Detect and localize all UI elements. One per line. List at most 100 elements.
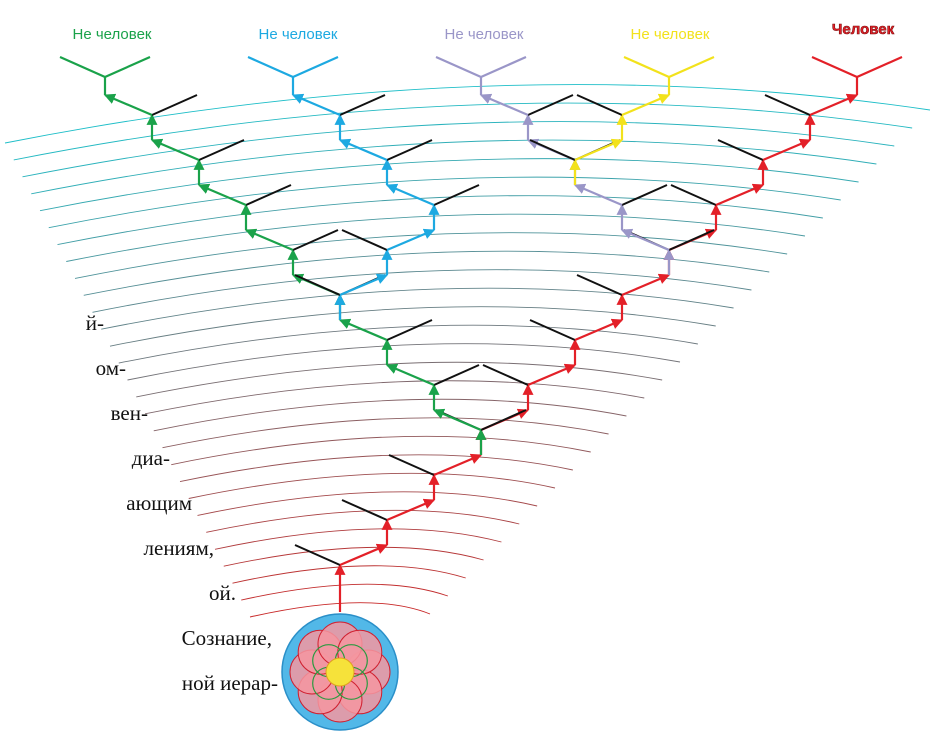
branch — [482, 364, 529, 386]
branch — [341, 229, 388, 251]
arc — [214, 528, 502, 550]
edge — [574, 318, 624, 342]
edge — [809, 93, 859, 117]
branch — [294, 544, 341, 566]
branch — [527, 94, 574, 116]
edge — [480, 55, 527, 79]
edge — [338, 138, 388, 162]
arc — [109, 306, 716, 347]
edge — [435, 55, 482, 79]
edge — [386, 228, 436, 252]
arc — [162, 417, 609, 449]
branch — [294, 274, 341, 296]
arc — [74, 232, 788, 279]
edge — [338, 318, 388, 342]
branch — [386, 139, 433, 161]
branch — [576, 274, 623, 296]
arc — [83, 250, 770, 296]
branch — [480, 409, 527, 431]
edge — [385, 183, 435, 207]
edge — [244, 228, 294, 252]
label: Человек — [832, 21, 895, 38]
branch — [386, 319, 433, 341]
edge — [386, 498, 436, 522]
arc — [223, 546, 484, 567]
edge — [621, 273, 671, 297]
edge — [247, 55, 294, 79]
text-line: Сознание, — [182, 626, 272, 650]
arc — [197, 491, 538, 516]
branch — [292, 229, 339, 251]
arc — [48, 176, 841, 229]
arc — [232, 565, 466, 584]
edge — [479, 93, 529, 117]
arc — [66, 213, 806, 262]
arc — [31, 139, 877, 195]
arc — [101, 287, 734, 330]
body-text: й- ом- вен- диа- ающим лениям, ой. Созна… — [86, 311, 278, 695]
paths — [59, 55, 903, 612]
branch — [198, 139, 245, 161]
arc — [188, 472, 556, 499]
edge — [762, 138, 812, 162]
flower — [281, 613, 399, 731]
text-line: й- — [86, 311, 104, 335]
edge — [292, 55, 339, 79]
arc — [118, 324, 698, 364]
text-line: ной иерар- — [182, 671, 278, 695]
edge — [715, 183, 765, 207]
arc — [179, 454, 573, 483]
branch — [529, 139, 576, 161]
arc — [249, 602, 431, 618]
label: Не человек — [73, 26, 152, 43]
branch — [670, 184, 717, 206]
text-line: диа- — [132, 446, 170, 470]
edge — [620, 228, 670, 252]
branch — [245, 184, 292, 206]
branch — [341, 499, 388, 521]
branch — [576, 94, 623, 116]
branch — [668, 229, 715, 251]
edge — [621, 93, 671, 117]
label: Не человек — [445, 26, 524, 43]
branch — [529, 319, 576, 341]
arc — [241, 583, 449, 601]
edge — [856, 55, 903, 79]
arc — [144, 380, 645, 415]
label: Не человек — [631, 26, 710, 43]
branch — [621, 184, 668, 206]
text-line: ом- — [96, 356, 126, 380]
edge — [573, 183, 623, 207]
edge — [197, 183, 247, 207]
edge — [104, 55, 151, 79]
arc — [22, 121, 895, 178]
branch — [388, 454, 435, 476]
text-line: ающим — [126, 491, 192, 515]
edge — [668, 55, 715, 79]
edge — [59, 55, 106, 79]
text-line: ой. — [209, 581, 236, 605]
arc — [39, 158, 859, 212]
arc — [206, 509, 520, 533]
branch — [433, 184, 480, 206]
edge — [811, 55, 858, 79]
edge — [432, 408, 482, 432]
edge — [103, 93, 153, 117]
edge — [291, 93, 341, 117]
edge — [433, 453, 483, 477]
text-line: вен- — [111, 401, 148, 425]
branch — [433, 364, 480, 386]
edge — [623, 55, 670, 79]
arc — [136, 361, 663, 398]
edge — [385, 363, 435, 387]
label: Не человек — [259, 26, 338, 43]
edge — [339, 543, 389, 567]
text-line: лениям, — [144, 536, 214, 560]
arc — [127, 343, 681, 381]
arc — [153, 398, 627, 432]
branch — [717, 139, 764, 161]
edge — [527, 363, 577, 387]
branch — [151, 94, 198, 116]
branch — [339, 94, 386, 116]
